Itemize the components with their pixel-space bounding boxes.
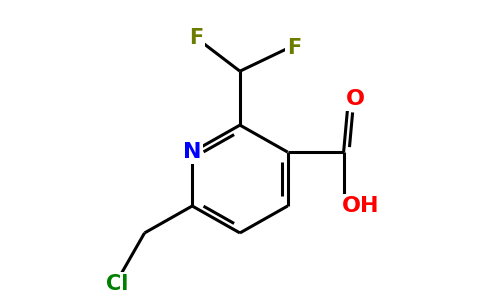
Text: OH: OH [342,196,380,216]
Text: N: N [183,142,201,162]
Text: F: F [287,38,301,58]
Text: O: O [346,89,365,109]
Text: Cl: Cl [106,274,129,294]
Text: F: F [189,28,203,48]
